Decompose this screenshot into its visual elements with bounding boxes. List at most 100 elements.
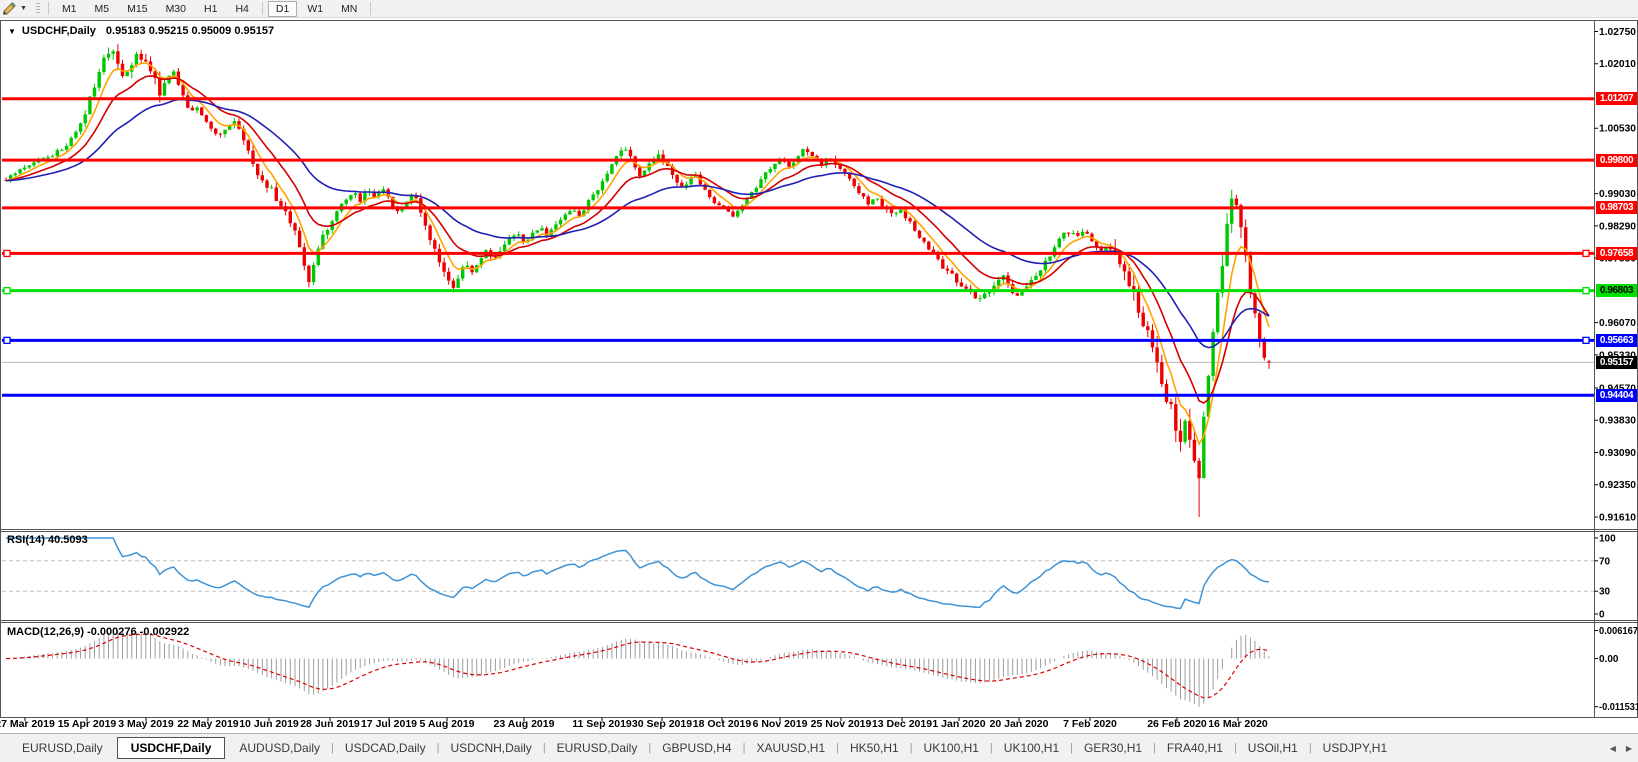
time-axis-label: 30 Sep 2019 (632, 718, 692, 730)
time-axis-label: 1 Jan 2020 (932, 718, 985, 730)
tab-ger30-h1[interactable]: GER30,H1 (1084, 741, 1143, 755)
hline-price-label[interactable]: 0.96803 (1596, 284, 1637, 298)
rsi-axis-tick-label: 0 (1599, 610, 1605, 621)
time-axis-label: 5 Aug 2019 (419, 718, 474, 730)
time-axis-label: 16 Mar 2020 (1208, 718, 1268, 730)
time-axis-label: 25 Nov 2019 (811, 718, 872, 730)
tab-audusd-daily[interactable]: AUDUSD,Daily (239, 741, 321, 755)
tab-uk100-h1[interactable]: UK100,H1 (1003, 741, 1060, 755)
macd-axis-tick-label: -0.011531 (1599, 702, 1638, 713)
tab-separator: | (436, 742, 440, 754)
hline-handle[interactable] (1582, 336, 1590, 345)
timeframe-button-w1[interactable]: W1 (307, 2, 324, 15)
hline-price-label[interactable]: 1.01207 (1596, 92, 1637, 106)
chart-symbol-label: USDCHF,Daily (21, 25, 96, 37)
price-axis-tick-label: 0.98290 (1599, 221, 1636, 232)
time-axis-label: 6 Nov 2019 (753, 718, 808, 730)
dropdown-arrow-icon[interactable]: ▼ (20, 5, 27, 12)
tab-separator: | (331, 742, 334, 754)
timeframe-button-m5[interactable]: M5 (94, 2, 110, 15)
timeframe-button-m30[interactable]: M30 (165, 2, 186, 15)
time-axis-label: 22 May 2019 (177, 718, 238, 730)
tab-usdcnh-daily[interactable]: USDCNH,Daily (450, 741, 532, 755)
hline-handle[interactable] (3, 287, 11, 295)
price-axis-tick-label: 1.00530 (1599, 124, 1636, 135)
rsi-line (6, 537, 1270, 610)
tab-separator: | (742, 742, 746, 754)
chart-tab-bar: EURUSD,Daily USDCHF,Daily AUDUSD,Daily | USD… (0, 733, 1638, 762)
tab-usdchf-daily[interactable]: USDCHF,Daily (116, 737, 226, 759)
hline-handle[interactable] (1582, 249, 1590, 258)
hline-price-label[interactable]: 0.97658 (1596, 246, 1637, 260)
hline-price-label[interactable]: 0.95663 (1596, 333, 1637, 347)
hline-handle[interactable] (1582, 287, 1590, 295)
rsi-axis-tick-label: 30 (1599, 587, 1611, 598)
toolbar-grip[interactable] (35, 2, 40, 15)
rsi-indicator-label: RSI(14) 40.5093 (7, 534, 88, 546)
rsi-axis-tick-label: 100 (1599, 534, 1616, 545)
tab-separator: | (909, 742, 913, 754)
time-axis-label: 17 Jul 2019 (361, 718, 417, 730)
toolbar-separator (47, 2, 49, 15)
time-axis-label: 18 Oct 2019 (693, 718, 752, 730)
price-axis-tick-label: 0.95330 (1599, 350, 1636, 361)
tab-separator: | (542, 742, 546, 754)
tab-scroll-left-button[interactable]: ◀ (1609, 744, 1616, 753)
time-axis-label: 27 Mar 2019 (0, 718, 55, 730)
time-axis-label: 28 Jun 2019 (300, 718, 360, 730)
timeframe-button-h4[interactable]: H4 (235, 2, 249, 15)
time-axis-label: 13 Dec 2019 (872, 718, 932, 730)
tab-usdjpy-h1[interactable]: USDJPY,H1 (1322, 741, 1388, 755)
tab-xauusd-h1[interactable]: XAUUSD,H1 (756, 741, 826, 755)
time-axis[interactable] (0, 719, 1594, 731)
toolbar-separator (261, 2, 263, 15)
macd-histogram (10, 630, 1270, 707)
macd-indicator-label: MACD(12,26,9) -0.000276 -0.002922 (7, 626, 190, 638)
price-axis-tick-label: 0.91610 (1599, 512, 1636, 523)
tab-eurusd-daily[interactable]: EURUSD,Daily (22, 741, 103, 755)
hline-handle[interactable] (3, 249, 11, 258)
tab-gbpusd-h4[interactable]: GBPUSD,H4 (662, 741, 732, 755)
timeframe-button-h1[interactable]: H1 (204, 2, 218, 15)
tab-eurusd-daily[interactable]: EURUSD,Daily (556, 741, 638, 755)
price-axis-tick-label: 1.02010 (1599, 59, 1636, 70)
tab-scroll-right-button[interactable]: ▶ (1625, 744, 1632, 753)
timeframe-button-mn[interactable]: MN (341, 2, 358, 15)
tab-fra40-h1[interactable]: FRA40,H1 (1166, 741, 1223, 755)
tab-usoil-h1[interactable]: USOil,H1 (1247, 741, 1298, 755)
tab-uk100-h1[interactable]: UK100,H1 (923, 741, 979, 755)
price-axis-tick-label: 1.02750 (1599, 27, 1636, 38)
bull-candle-bodies (9, 51, 1234, 479)
rsi-axis-tick-label: 70 (1599, 556, 1611, 567)
current-price-label: 0.95157 (1596, 355, 1637, 369)
timeframe-button-m15[interactable]: M15 (127, 2, 148, 15)
tab-separator: | (836, 742, 839, 754)
tab-separator: | (648, 742, 652, 754)
price-axis-tick-label: 0.93090 (1599, 448, 1636, 459)
chart-ohlc-values: 0.95183 0.95215 0.95009 0.95157 (105, 25, 275, 37)
bear-candle-wicks (5, 44, 1270, 517)
tab-usdcad-daily[interactable]: USDCAD,Daily (344, 741, 426, 755)
tab-hk50-h1[interactable]: HK50,H1 (849, 741, 899, 755)
hline-price-label[interactable]: 0.99800 (1596, 153, 1637, 167)
hline-price-label[interactable]: 0.98703 (1596, 201, 1637, 215)
hline-price-label[interactable]: 0.94404 (1596, 388, 1637, 402)
chart-collapse-icon[interactable]: ▼ (8, 26, 16, 36)
tabs-container: EURUSD,Daily USDCHF,Daily AUDUSD,Daily | USD… (12, 737, 1397, 759)
moving-average-slow (5, 98, 1270, 349)
macd-axis-tick-label: 0.006167 (1599, 626, 1638, 637)
toolbar-separator (370, 2, 372, 15)
time-axis-label: 20 Jan 2020 (990, 718, 1049, 730)
tab-separator: | (1308, 742, 1312, 754)
time-axis-label: 26 Feb 2020 (1147, 718, 1207, 730)
draw-tool-button[interactable]: ▼ (0, 1, 30, 16)
timeframe-button-d1[interactable]: D1 (267, 0, 298, 17)
chart-header: ▼ USDCHF,Daily 0.95183 0.95215 0.95009 0… (8, 25, 274, 37)
timeframe-button-m1[interactable]: M1 (61, 2, 77, 15)
hline-handle[interactable] (3, 336, 11, 345)
price-axis-tick-label: 0.92350 (1599, 480, 1636, 491)
tab-separator: | (1070, 742, 1074, 754)
tab-separator: | (1233, 742, 1237, 754)
